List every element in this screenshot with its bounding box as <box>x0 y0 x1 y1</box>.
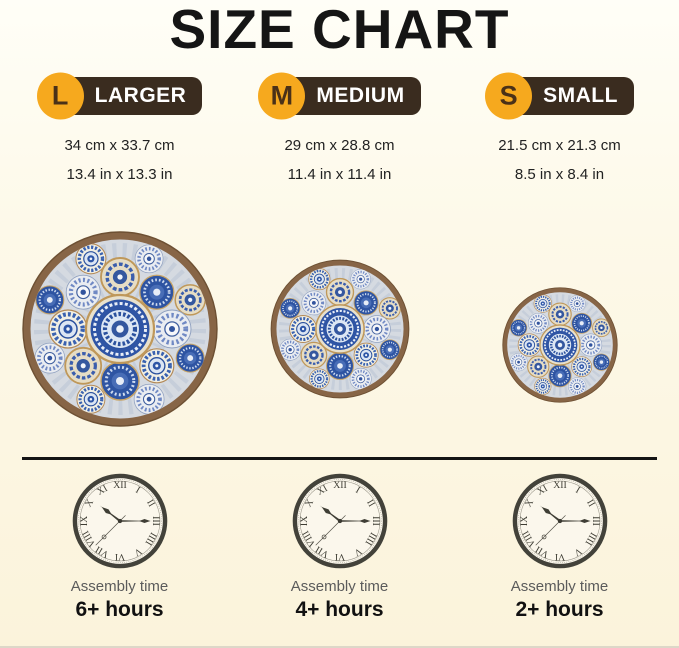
dimensions-cm: 21.5 cm x 21.3 cm <box>498 137 621 154</box>
size-badge-small: S SMALL <box>485 72 634 120</box>
size-label: MEDIUM <box>316 84 405 107</box>
assembly-time-label: Assembly time <box>70 578 169 595</box>
section-divider <box>22 457 657 460</box>
size-column-larger-badge: L LARGER <box>10 72 230 120</box>
dimensions-in: 8.5 in x 8.4 in <box>514 166 605 183</box>
size-column-medium-badge: M MEDIUM <box>230 72 450 120</box>
dimensions-larger: 34 cm x 33.7 cm 13.4 in x 13.3 in <box>10 137 230 195</box>
assembly-hours: 2+ hours <box>515 598 604 621</box>
size-column-small-badge: S SMALL <box>450 72 670 120</box>
size-letter-badge: M <box>258 72 306 120</box>
dimensions-in: 13.4 in x 13.3 in <box>66 166 173 183</box>
size-badge-medium: M MEDIUM <box>258 72 421 120</box>
size-label: SMALL <box>543 84 618 107</box>
dimensions-cm: 29 cm x 28.8 cm <box>284 137 395 154</box>
assembly-hours: 6+ hours <box>75 598 164 621</box>
dimensions-medium: 29 cm x 28.8 cm 11.4 in x 11.4 in <box>230 137 450 195</box>
clock-icon <box>71 472 169 570</box>
dimensions-in: 11.4 in x 11.4 in <box>287 166 392 183</box>
size-letter-badge: L <box>36 72 84 120</box>
assembly-small: Assembly time 2+ hours <box>450 472 670 622</box>
product-image-cell-larger <box>10 229 230 429</box>
assembly-larger: Assembly time 6+ hours <box>10 472 230 622</box>
product-image-cell-medium <box>230 258 450 400</box>
plate-wall-art-image-larger <box>20 229 220 429</box>
clock-icon <box>511 472 609 570</box>
page-title: SIZE CHART <box>169 0 510 60</box>
dimensions-small: 21.5 cm x 21.3 cm 8.5 in x 8.4 in <box>450 137 670 195</box>
assembly-row: Assembly time 6+ hours Assembly time 4+ … <box>10 472 670 622</box>
clock-icon <box>291 472 389 570</box>
size-label: LARGER <box>94 84 187 107</box>
plate-wall-art-image-medium <box>269 258 411 400</box>
size-badge-larger: L LARGER <box>36 72 203 120</box>
dimensions-cm: 34 cm x 33.7 cm <box>64 137 175 154</box>
assembly-time-label: Assembly time <box>510 578 609 595</box>
plate-wall-art-image-small <box>501 286 619 404</box>
size-letter-badge: S <box>485 72 533 120</box>
product-images-row <box>10 225 670 433</box>
dimensions-row: 34 cm x 33.7 cm 13.4 in x 13.3 in 29 cm … <box>10 137 670 195</box>
assembly-medium: Assembly time 4+ hours <box>230 472 450 622</box>
product-image-cell-small <box>450 270 670 388</box>
assembly-hours: 4+ hours <box>295 598 384 621</box>
size-badges-row: L LARGER M MEDIUM S SMALL <box>10 72 670 120</box>
assembly-time-label: Assembly time <box>290 578 389 595</box>
